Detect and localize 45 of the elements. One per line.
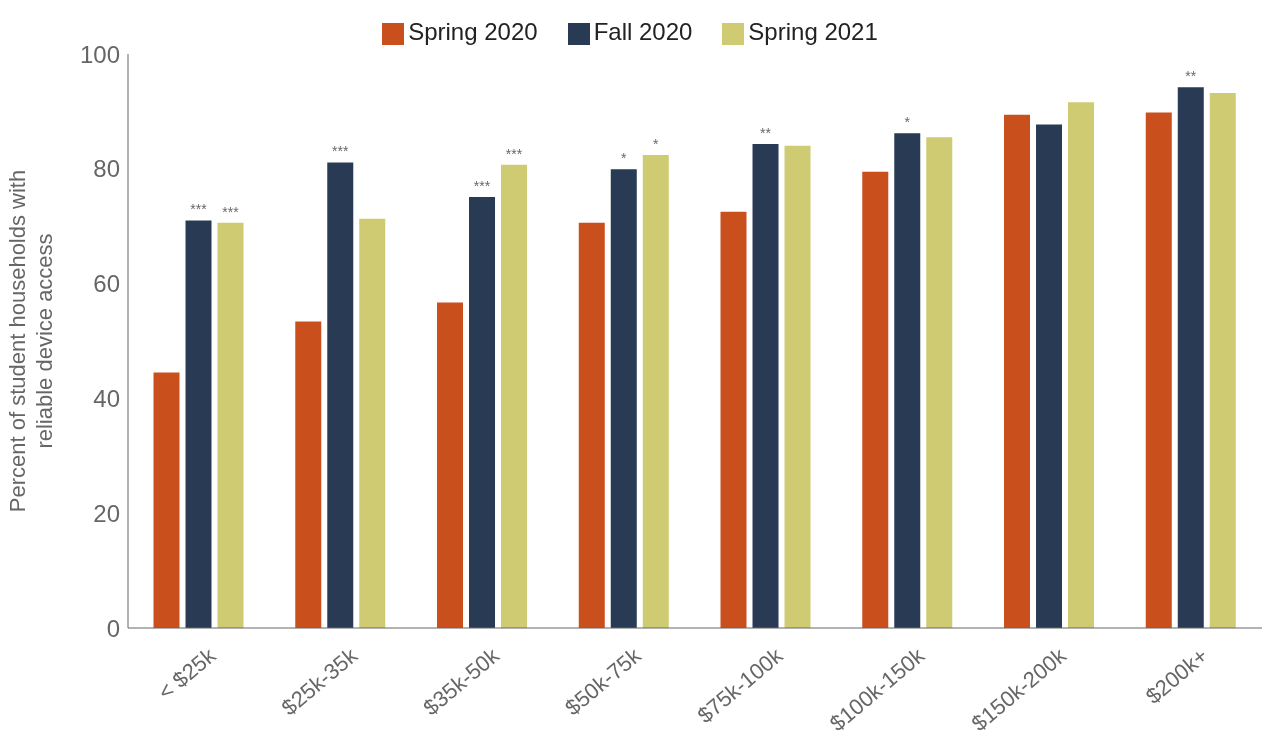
legend-label: Spring 2020 (408, 18, 538, 45)
data-label: *** (222, 203, 240, 220)
data-label: *** (505, 145, 523, 162)
bar (501, 164, 528, 628)
bar (1145, 112, 1172, 628)
data-label: ** (1185, 68, 1197, 85)
legend-label: Spring 2021 (748, 18, 878, 45)
bar (610, 169, 637, 628)
bar (926, 137, 953, 628)
data-label: * (653, 136, 660, 153)
legend-label: Fall 2020 (593, 18, 693, 45)
y-tick-label: 80 (93, 155, 120, 183)
bar (720, 211, 747, 628)
y-tick-label: 40 (93, 384, 120, 412)
bar (1068, 102, 1095, 628)
bar (327, 162, 354, 628)
bar (1036, 124, 1063, 628)
bar (1209, 93, 1236, 628)
bar (217, 222, 244, 628)
bar (752, 144, 779, 628)
y-tick-label: 0 (106, 614, 120, 642)
bar (784, 145, 811, 628)
y-tick-label: 100 (79, 40, 120, 68)
data-label: * (621, 150, 628, 167)
bar (295, 321, 322, 628)
bar (894, 133, 921, 628)
bar (437, 302, 464, 628)
x-tick-label: < $25k (153, 642, 222, 705)
bar (1177, 87, 1204, 628)
y-axis-title: Percent of student households with reliable device access (5, 169, 57, 513)
bar (642, 155, 669, 628)
data-label: *** (332, 143, 349, 160)
data-label: * (904, 114, 911, 131)
bar (185, 220, 212, 628)
data-label: ** (760, 125, 772, 142)
bar (1004, 114, 1031, 628)
bar (862, 171, 889, 628)
bar (359, 218, 386, 628)
y-tick-label: 20 (93, 499, 120, 527)
bar (153, 372, 180, 628)
data-label: *** (190, 201, 208, 218)
y-tick-label: 60 (93, 270, 120, 298)
data-label: *** (473, 177, 491, 194)
bar (578, 222, 605, 628)
bar (469, 196, 496, 628)
